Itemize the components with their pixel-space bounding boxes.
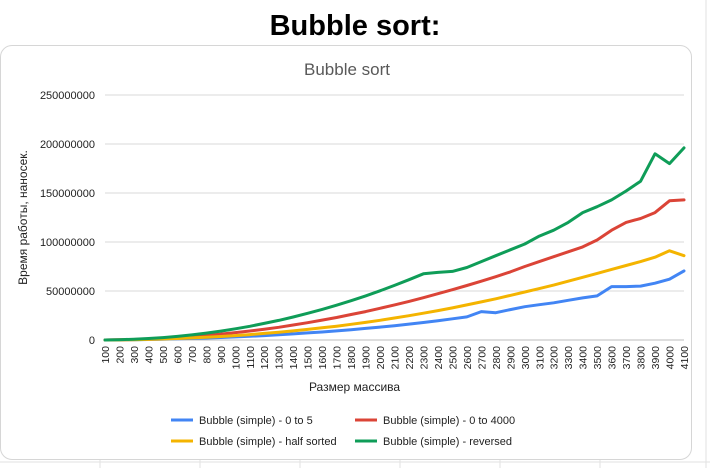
x-tick-label: 1200 [259, 346, 271, 370]
x-tick-label: 2600 [462, 346, 474, 370]
x-tick-label: 3700 [621, 346, 633, 370]
x-tick-label: 3400 [578, 346, 590, 370]
x-tick-label: 900 [216, 346, 228, 364]
x-tick-label: 2900 [505, 346, 517, 370]
line-chart: Bubble sort 0 50000000 100000000 150000000 20… [16, 60, 691, 448]
x-tick-label: 2700 [476, 346, 488, 370]
x-tick-label: 200 [114, 346, 126, 364]
x-tick-label: 700 [187, 346, 199, 364]
x-axis-label: Размер массива [309, 380, 400, 394]
x-tick-label: 1900 [361, 346, 373, 370]
page-title: Bubble sort: [269, 10, 441, 42]
x-tick-label: 1700 [332, 346, 344, 370]
legend-label: Bubble (simple) - half sorted [199, 436, 337, 448]
x-tick-label: 2200 [404, 346, 416, 370]
x-tick-label: 3600 [607, 346, 619, 370]
x-tick-label: 3000 [520, 346, 532, 370]
x-tick-label: 500 [158, 346, 170, 364]
x-tick-label: 3900 [650, 346, 662, 370]
x-tick-label: 1600 [317, 346, 329, 370]
y-tick-label: 200000000 [40, 139, 95, 151]
x-tick-label: 3300 [563, 346, 575, 370]
x-tick-label: 1500 [303, 346, 315, 370]
y-tick-label: 100000000 [40, 237, 95, 249]
legend-label: Bubble (simple) - reversed [383, 436, 512, 448]
y-tick-label: 150000000 [40, 188, 95, 200]
x-tick-label: 2100 [390, 346, 402, 370]
legend-label: Bubble (simple) - 0 to 5 [199, 415, 313, 427]
legend-label: Bubble (simple) - 0 to 4000 [383, 415, 515, 427]
x-tick-label: 3100 [534, 346, 546, 370]
x-tick-label: 100 [100, 346, 112, 364]
x-tick-label: 3800 [636, 346, 648, 370]
chart-title: Bubble sort [304, 60, 390, 79]
x-tick-label: 1800 [346, 346, 358, 370]
x-tick-label: 2400 [433, 346, 445, 370]
x-tick-label: 2000 [375, 346, 387, 370]
x-tick-label: 3500 [592, 346, 604, 370]
x-tick-label: 300 [129, 346, 141, 364]
y-tick-label: 0 [89, 335, 95, 347]
series-line-3 [103, 146, 686, 342]
x-tick-label: 600 [172, 346, 184, 364]
x-tick-label: 2300 [418, 346, 430, 370]
x-tick-label: 2500 [447, 346, 459, 370]
x-tick-label: 1100 [245, 346, 257, 369]
x-tick-label: 4100 [679, 346, 691, 370]
x-tick-label: 2800 [491, 346, 503, 370]
x-tick-label: 1000 [230, 346, 242, 370]
series-line-2 [103, 249, 686, 342]
x-tick-label: 1300 [274, 346, 286, 370]
y-tick-label: 250000000 [40, 90, 95, 102]
x-tick-label: 4000 [665, 346, 677, 370]
y-axis-label: Время работы, наносек. [16, 150, 30, 285]
x-tick-label: 400 [143, 346, 155, 364]
x-tick-label: 800 [201, 346, 213, 364]
x-tick-label: 1400 [288, 346, 300, 370]
series-line-1 [103, 198, 686, 342]
chart-card[interactable]: Bubble sort 0 50000000 100000000 150000000 20… [0, 45, 692, 460]
y-tick-label: 50000000 [46, 286, 95, 298]
x-tick-label: 3200 [549, 346, 561, 370]
